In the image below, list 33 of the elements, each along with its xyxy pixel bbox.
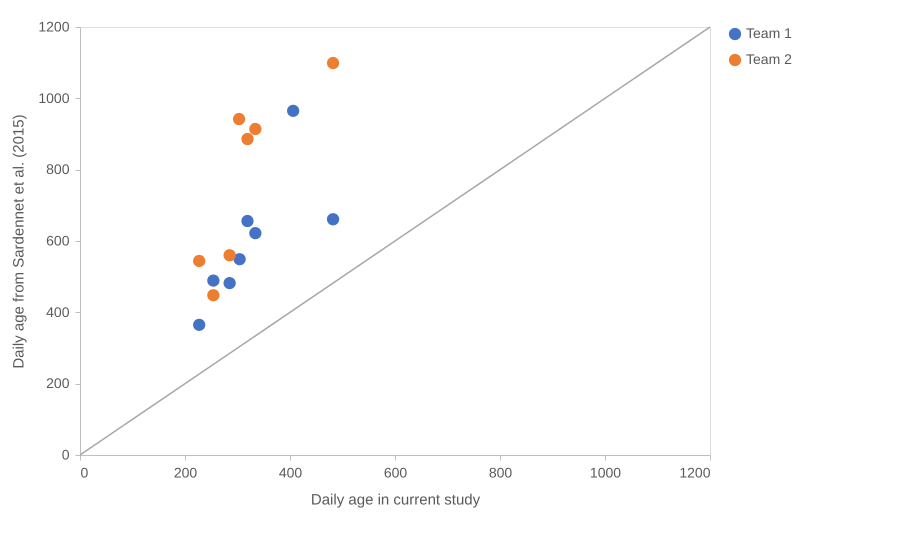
x-axis-title: Daily age in current study	[310, 492, 481, 508]
point	[249, 122, 262, 136]
point	[326, 56, 340, 70]
x-tick-label: 600	[384, 464, 408, 480]
y-tick-label: 600	[46, 232, 70, 248]
y-tick-label: 1000	[38, 90, 70, 106]
point	[232, 112, 246, 126]
legend-label: Team 1	[746, 25, 792, 41]
x-tick-label: 1200	[679, 464, 711, 480]
point	[287, 104, 300, 117]
y-axis-title: Daily age from Sardennet et al. (2015)	[10, 114, 28, 369]
y-tick-label: 1200	[38, 18, 70, 34]
x-tick-label: 200	[174, 464, 198, 480]
point	[193, 318, 206, 331]
x-tick-label: 1000	[590, 464, 622, 480]
x-tick-label: 800	[488, 464, 512, 480]
point	[326, 213, 340, 226]
y-tick-label: 800	[46, 161, 70, 178]
point	[207, 274, 220, 287]
point	[193, 254, 206, 268]
point	[207, 289, 220, 302]
point	[224, 249, 236, 262]
point	[224, 276, 236, 290]
x-tick-label: 400	[278, 464, 302, 480]
legend-label: Team 2	[746, 51, 792, 67]
y-tick-label: 200	[46, 375, 70, 392]
x-tick-label: 0	[80, 464, 88, 480]
point	[241, 214, 254, 228]
point	[233, 253, 246, 266]
point	[249, 227, 262, 240]
point	[241, 132, 254, 146]
y-tick-label: 400	[46, 304, 70, 320]
y-tick-label: 0	[62, 446, 70, 462]
